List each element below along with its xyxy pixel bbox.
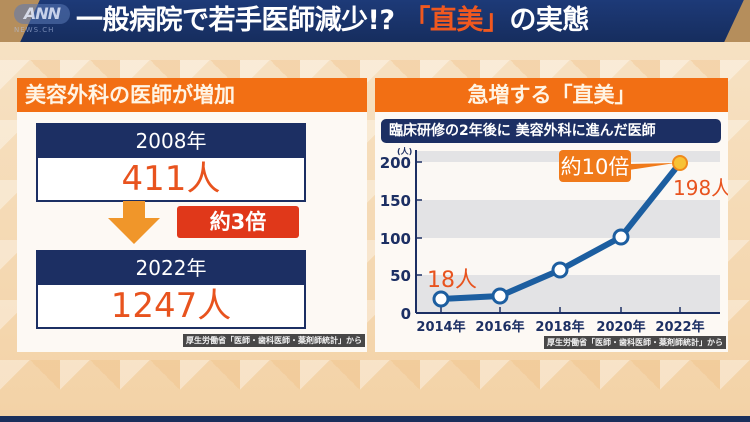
- svg-text:2020年: 2020年: [596, 319, 645, 335]
- year-box-before: 2008年 411人: [36, 123, 306, 202]
- count-value: 1247人: [38, 285, 304, 327]
- source-note: 厚生労働省「医師・歯科医師・薬剤師統計」から: [544, 336, 726, 349]
- x-tick-labels: 2014年 2016年 2018年 2020年 2022年: [416, 319, 704, 335]
- title-bar: ANN NEWS.CH 一般病院で若手医師減少!? 「直美」の実態: [0, 0, 750, 42]
- callout-text: 約10倍: [561, 155, 630, 179]
- multiplier-badge: 約3倍: [177, 206, 299, 238]
- headline: 一般病院で若手医師減少!? 「直美」の実態: [76, 4, 589, 38]
- logo-sub: NEWS.CH: [14, 26, 55, 34]
- x-ticks: [440, 307, 681, 313]
- svg-text:2018年: 2018年: [535, 319, 584, 335]
- data-points: [432, 228, 630, 308]
- right-panel-title: 急増する「直美」: [375, 78, 728, 112]
- highlight-point: [672, 155, 688, 171]
- callout-box: [559, 150, 631, 182]
- y-unit-label: (人): [397, 146, 412, 156]
- down-arrow-icon: [108, 201, 160, 244]
- grid-band: [416, 200, 720, 238]
- count-value: 411人: [38, 158, 304, 200]
- svg-text:150: 150: [380, 192, 411, 210]
- left-panel-title: 美容外科の医師が増加: [17, 78, 367, 112]
- logo-main: ANN: [14, 4, 70, 24]
- svg-text:0: 0: [401, 305, 411, 323]
- svg-text:2022年: 2022年: [655, 319, 704, 335]
- svg-text:100: 100: [380, 230, 411, 248]
- y-tick-labels: 200 150 100 50 0: [380, 154, 422, 323]
- svg-text:50: 50: [390, 267, 411, 285]
- year-label: 2008年: [38, 125, 304, 158]
- header-decoration-right: [724, 0, 750, 42]
- chart-subtitle: 臨床研修の2年後に 美容外科に進んだ医師: [381, 119, 721, 143]
- source-note: 厚生労働省「医師・歯科医師・薬剤師統計」から: [183, 334, 365, 347]
- bottom-border: [0, 416, 750, 422]
- svg-text:2016年: 2016年: [475, 319, 524, 335]
- headline-highlight: 「直美」: [403, 5, 510, 36]
- headline-prefix: 一般病院で若手医師減少!?: [76, 5, 404, 36]
- grid-band: [416, 275, 720, 313]
- headline-suffix: の実態: [509, 5, 589, 36]
- svg-text:2014年: 2014年: [416, 319, 465, 335]
- callout-pointer: [629, 163, 675, 170]
- line-chart-panel: 急増する「直美」 臨床研修の2年後に 美容外科に進んだ医師 200 150 10…: [375, 78, 728, 352]
- year-label: 2022年: [38, 252, 304, 285]
- last-value-label: 198人: [673, 176, 728, 200]
- doctor-increase-panel: 美容外科の医師が増加 2008年 411人 約3倍 2022年 1247人 厚生…: [17, 78, 367, 352]
- ann-news-logo: ANN NEWS.CH: [14, 4, 72, 38]
- first-value-label: 18人: [427, 268, 477, 293]
- line-chart: 200 150 100 50 0 (人) 2014年 2016年 2018年 2…: [380, 146, 728, 335]
- svg-text:200: 200: [380, 154, 411, 172]
- year-box-after: 2022年 1247人: [36, 250, 306, 329]
